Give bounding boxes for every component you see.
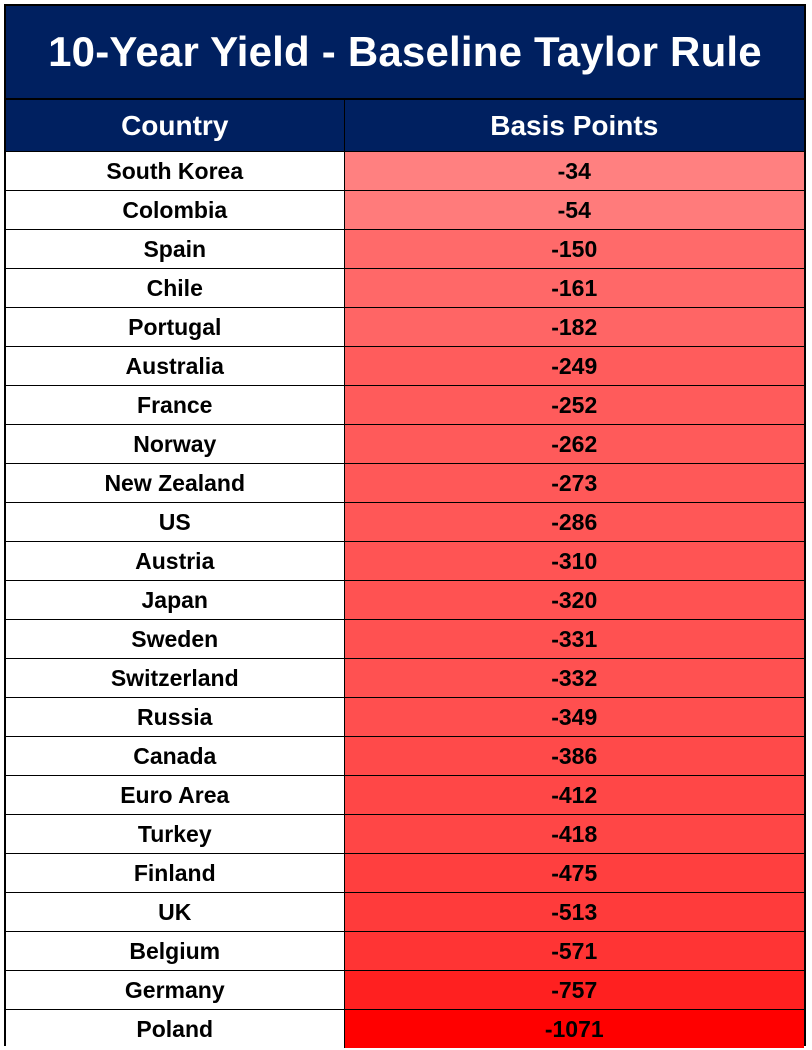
table-row: Finland -475 bbox=[6, 853, 804, 893]
table-row: Norway -262 bbox=[6, 424, 804, 464]
table-row: Switzerland -332 bbox=[6, 658, 804, 698]
table-frame: 10-Year Yield - Baseline Taylor Rule Cou… bbox=[4, 4, 806, 1048]
country-cell: New Zealand bbox=[6, 463, 345, 503]
table-row: Turkey -418 bbox=[6, 814, 804, 854]
table-row: UK -513 bbox=[6, 892, 804, 932]
table-row: South Korea -34 bbox=[6, 151, 804, 191]
table-row: Japan -320 bbox=[6, 580, 804, 620]
basis-points-cell: -182 bbox=[343, 307, 804, 347]
table-title: 10-Year Yield - Baseline Taylor Rule bbox=[6, 6, 804, 100]
basis-points-cell: -412 bbox=[343, 775, 804, 815]
country-cell: Sweden bbox=[6, 619, 345, 659]
table-row: New Zealand -273 bbox=[6, 463, 804, 503]
basis-points-cell: -54 bbox=[343, 190, 804, 230]
country-cell: France bbox=[6, 385, 345, 425]
basis-points-cell: -332 bbox=[343, 658, 804, 698]
basis-points-cell: -161 bbox=[343, 268, 804, 308]
country-cell: Russia bbox=[6, 697, 345, 737]
country-cell: Euro Area bbox=[6, 775, 345, 815]
country-column-header: Country bbox=[6, 100, 345, 152]
country-cell: Switzerland bbox=[6, 658, 345, 698]
country-cell: Germany bbox=[6, 970, 345, 1010]
basis-points-cell: -286 bbox=[343, 502, 804, 542]
table-row: Canada -386 bbox=[6, 736, 804, 776]
table-row: Germany -757 bbox=[6, 970, 804, 1010]
country-cell: Canada bbox=[6, 736, 345, 776]
country-cell: Japan bbox=[6, 580, 345, 620]
basis-points-cell: -249 bbox=[343, 346, 804, 386]
country-cell: Austria bbox=[6, 541, 345, 581]
basis-points-cell: -320 bbox=[343, 580, 804, 620]
basis-points-cell: -262 bbox=[343, 424, 804, 464]
table-row: Portugal -182 bbox=[6, 307, 804, 347]
table-row: Poland -1071 bbox=[6, 1009, 804, 1048]
basis-points-cell: -757 bbox=[343, 970, 804, 1010]
basis-points-cell: -331 bbox=[343, 619, 804, 659]
country-cell: South Korea bbox=[6, 151, 345, 191]
country-cell: Finland bbox=[6, 853, 345, 893]
basis-points-cell: -386 bbox=[343, 736, 804, 776]
yield-table: Country Basis Points South Korea -34 Colom… bbox=[6, 100, 804, 1048]
table-row: Sweden -331 bbox=[6, 619, 804, 659]
basis-points-cell: -273 bbox=[343, 463, 804, 503]
table-row: Colombia -54 bbox=[6, 190, 804, 230]
country-cell: Norway bbox=[6, 424, 345, 464]
table-row: Australia -249 bbox=[6, 346, 804, 386]
basis-points-cell: -34 bbox=[343, 151, 804, 191]
table-row: Chile -161 bbox=[6, 268, 804, 308]
basis-points-cell: -571 bbox=[343, 931, 804, 971]
country-cell: Chile bbox=[6, 268, 345, 308]
basis-points-cell: -1071 bbox=[343, 1009, 804, 1048]
basis-points-cell: -349 bbox=[343, 697, 804, 737]
country-cell: Belgium bbox=[6, 931, 345, 971]
table-row: France -252 bbox=[6, 385, 804, 425]
basis-points-cell: -310 bbox=[343, 541, 804, 581]
basis-points-cell: -150 bbox=[343, 229, 804, 269]
table-row: Belgium -571 bbox=[6, 931, 804, 971]
table-row: US -286 bbox=[6, 502, 804, 542]
country-cell: Portugal bbox=[6, 307, 345, 347]
country-cell: Poland bbox=[6, 1009, 345, 1048]
table-row: Euro Area -412 bbox=[6, 775, 804, 815]
country-cell: Spain bbox=[6, 229, 345, 269]
header-row: Country Basis Points bbox=[6, 100, 804, 152]
basis-points-cell: -418 bbox=[343, 814, 804, 854]
table-row: Spain -150 bbox=[6, 229, 804, 269]
table-row: Austria -310 bbox=[6, 541, 804, 581]
country-cell: Australia bbox=[6, 346, 345, 386]
basis-points-cell: -252 bbox=[343, 385, 804, 425]
basis-points-cell: -513 bbox=[343, 892, 804, 932]
table-body: South Korea -34 Colombia -54 Spain -150 Chile -… bbox=[6, 151, 804, 1048]
country-cell: Colombia bbox=[6, 190, 345, 230]
country-cell: UK bbox=[6, 892, 345, 932]
basis-points-cell: -475 bbox=[343, 853, 804, 893]
basis-points-column-header: Basis Points bbox=[343, 100, 804, 152]
table-row: Russia -349 bbox=[6, 697, 804, 737]
country-cell: Turkey bbox=[6, 814, 345, 854]
country-cell: US bbox=[6, 502, 345, 542]
